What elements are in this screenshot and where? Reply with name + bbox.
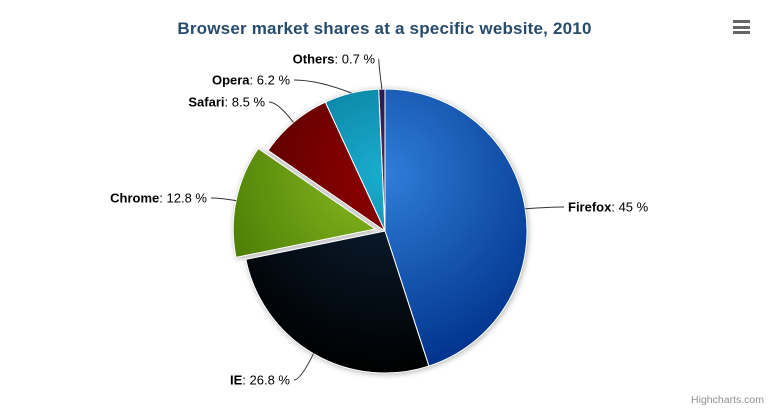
hamburger-menu-icon (733, 31, 750, 34)
pie-slice-ie[interactable] (245, 230, 430, 374)
label-connector-ie (293, 353, 314, 381)
highcharts-credits-link[interactable]: Highcharts.com (691, 394, 764, 406)
pie-slice-firefox[interactable] (384, 88, 528, 367)
pie-slice-chrome[interactable] (232, 147, 376, 258)
pie-slice-others[interactable] (378, 88, 386, 232)
label-connector-safari (268, 101, 294, 123)
label-connector-opera (293, 79, 352, 94)
data-label-firefox: Firefox: 45 % (568, 200, 649, 215)
data-label-others: Others: 0.7 % (293, 52, 376, 67)
data-label-safari: Safari: 8.5 % (188, 95, 265, 110)
chart-title: Browser market shares at a specific webs… (177, 19, 592, 38)
data-label-ie: IE: 26.8 % (230, 373, 290, 388)
label-connector-firefox (525, 206, 565, 210)
export-menu-button[interactable] (733, 20, 750, 34)
hamburger-menu-icon (733, 20, 750, 23)
label-connector-chrome (210, 197, 237, 202)
label-connector-others (378, 58, 383, 90)
hamburger-menu-icon (733, 25, 750, 29)
data-label-opera: Opera: 6.2 % (212, 73, 290, 88)
data-label-chrome: Chrome: 12.8 % (110, 191, 207, 206)
